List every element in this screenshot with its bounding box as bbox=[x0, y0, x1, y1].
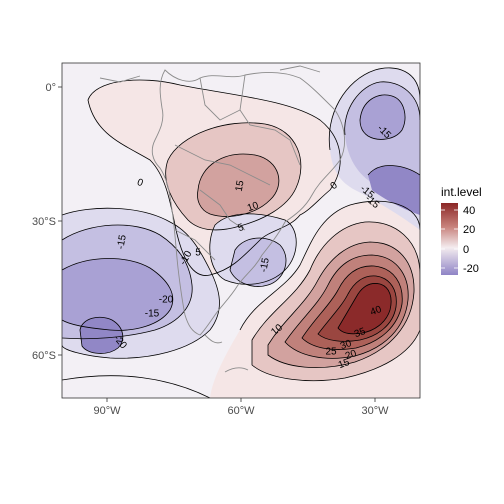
cool-level-15d bbox=[360, 95, 405, 140]
contour-lines bbox=[62, 67, 420, 398]
contour-label: 30 bbox=[339, 338, 354, 352]
legend-label: 40 bbox=[463, 205, 475, 217]
map-panel bbox=[62, 63, 420, 398]
contour-label: 10 bbox=[246, 200, 261, 214]
warm-level-40 bbox=[338, 283, 392, 334]
contour-label: 15 bbox=[234, 179, 247, 192]
contour-label: 35 bbox=[353, 326, 368, 340]
contour-label: 5 bbox=[195, 248, 201, 259]
coastlines bbox=[99, 65, 346, 373]
contour-label: 15 bbox=[337, 357, 352, 371]
cool-level-20 bbox=[80, 317, 123, 354]
legend-colorbar bbox=[441, 203, 458, 275]
contour-label: -15 bbox=[145, 309, 160, 320]
y-tick-label: 0° bbox=[45, 82, 56, 94]
contour-label: -20 bbox=[159, 295, 174, 306]
x-tick-label: 30°W bbox=[361, 405, 389, 417]
contour-label: 0 bbox=[135, 177, 144, 189]
contour-label: 25 bbox=[325, 347, 337, 358]
contour-label: 40 bbox=[369, 304, 384, 318]
axis-ticks bbox=[58, 86, 376, 402]
cool-level-10c bbox=[230, 238, 287, 287]
contour-label: -15 bbox=[258, 257, 271, 274]
x-tick-label: 90°W bbox=[93, 405, 121, 417]
legend-label: 20 bbox=[463, 224, 475, 236]
contour-label: -15 bbox=[115, 234, 128, 251]
contour-label: 5 bbox=[237, 222, 246, 234]
y-tick-label: 60°S bbox=[32, 350, 56, 362]
legend-label: -20 bbox=[463, 263, 479, 275]
cool-level-20d bbox=[368, 165, 420, 215]
cool-level-15 bbox=[62, 258, 173, 331]
warm-level-15 bbox=[197, 154, 279, 217]
x-tick-label: 60°W bbox=[227, 405, 255, 417]
legend: int.level 40 20 0 -20 bbox=[441, 185, 482, 275]
contour-label: 20 bbox=[344, 348, 359, 362]
legend-title: int.level bbox=[441, 185, 482, 199]
legend-label: 0 bbox=[463, 244, 469, 256]
contour-label: 0 bbox=[328, 180, 340, 192]
y-tick-label: 30°S bbox=[32, 216, 56, 228]
